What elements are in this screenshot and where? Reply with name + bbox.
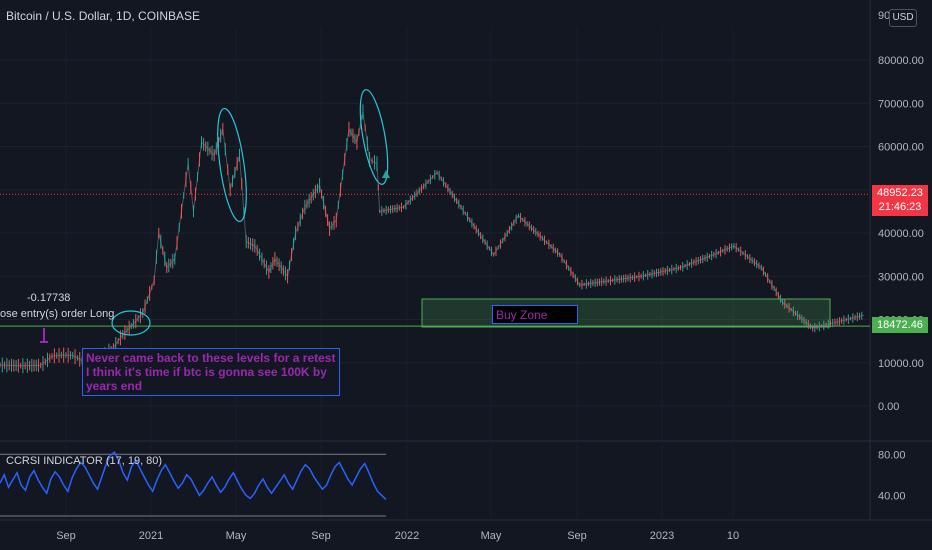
indicator-tick-label: 40.00 [878, 490, 906, 502]
x-tick-label: Sep [311, 530, 331, 542]
price-series [0, 104, 381, 374]
top-tick-label: 90 [878, 10, 891, 22]
y-tick-label: 30000.00 [878, 271, 924, 283]
x-tick-label: May [481, 530, 502, 542]
support-price-label: 18472.46 [877, 319, 923, 331]
support-price-tag: 18472.46 [872, 317, 928, 333]
y-tick-label: 80000.00 [878, 55, 924, 67]
buy-zone [421, 298, 831, 328]
y-tick-label: 60000.00 [878, 142, 924, 154]
x-tick-label: 2023 [650, 530, 674, 542]
x-tick-label: May [226, 530, 247, 542]
indicator-line [0, 451, 387, 501]
highlight-ellipse [111, 310, 151, 336]
buy-zone-label[interactable]: Buy Zone [492, 305, 578, 324]
x-tick-label: Sep [56, 530, 76, 542]
y-tick-label: 40000.00 [878, 228, 924, 240]
value-annotation: -0.17738 [27, 292, 71, 304]
y-axis: 80000.0070000.0060000.0050000.0040000.00… [878, 55, 924, 502]
indicator-tick-label: 80.00 [878, 449, 906, 461]
highlight-ellipse [359, 89, 389, 185]
note-annotation[interactable]: Never came back to these levels for a re… [82, 348, 340, 396]
horizontal-lines [0, 193, 870, 327]
order-annotation: ose entry(s) order Long [0, 308, 115, 320]
indicator-pane [0, 451, 387, 517]
indicator-label: CCRSI INDICATOR (17, 19, 80) [6, 455, 163, 467]
entry-arrow-icon [40, 328, 48, 343]
y-tick-label: 10000.00 [878, 358, 924, 370]
x-tick-label: 2022 [395, 530, 419, 542]
currency-button[interactable]: USD [889, 9, 917, 27]
y-tick-label: 0.00 [878, 401, 899, 413]
highlight-ellipses [40, 89, 390, 343]
highlight-ellipse [217, 107, 247, 223]
x-tick-label: 2021 [139, 530, 163, 542]
y-tick-label: 70000.00 [878, 98, 924, 110]
x-axis: Sep 2021 May Sep 2022 May Sep 2023 10 [56, 530, 739, 542]
x-tick-label: Sep [567, 530, 587, 542]
current-price-label: 48952.23 [877, 187, 923, 199]
exit-arrow-icon [382, 170, 390, 178]
projection-series [379, 170, 865, 333]
countdown-label: 21:46:23 [878, 201, 922, 213]
buy-zone-rect [421, 298, 831, 328]
chart-title: Bitcoin / U.S. Dollar, 1D, COINBASE [6, 9, 201, 23]
current-price-tag: 48952.23 21:46:23 [872, 185, 928, 216]
x-tick-label: 10 [727, 530, 739, 542]
